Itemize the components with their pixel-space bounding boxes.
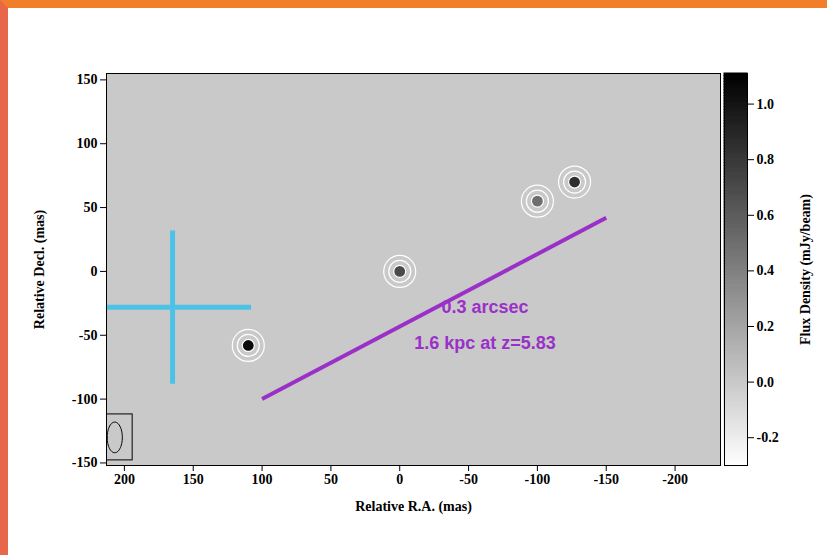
svg-text:150: 150: [183, 472, 204, 487]
svg-text:0: 0: [91, 264, 98, 279]
svg-text:-0.2: -0.2: [757, 430, 779, 445]
svg-text:Flux Density (mJy/beam): Flux Density (mJy/beam): [798, 194, 814, 345]
svg-text:-100: -100: [525, 472, 551, 487]
svg-text:-50: -50: [459, 472, 478, 487]
svg-text:-150: -150: [72, 455, 98, 470]
svg-text:0.8: 0.8: [757, 152, 775, 167]
svg-text:1.6 kpc at z=5.83: 1.6 kpc at z=5.83: [414, 333, 556, 353]
svg-text:0.2: 0.2: [757, 319, 775, 334]
svg-text:100: 100: [77, 136, 98, 151]
svg-text:-50: -50: [79, 328, 98, 343]
svg-text:1.0: 1.0: [757, 97, 775, 112]
svg-text:0.0: 0.0: [757, 375, 775, 390]
svg-text:150: 150: [77, 72, 98, 87]
svg-text:-200: -200: [662, 472, 688, 487]
svg-text:50: 50: [324, 472, 338, 487]
svg-text:50: 50: [84, 200, 98, 215]
svg-text:0: 0: [396, 472, 403, 487]
svg-text:-150: -150: [593, 472, 619, 487]
svg-text:100: 100: [252, 472, 273, 487]
svg-text:Relative R.A. (mas): Relative R.A. (mas): [355, 499, 472, 515]
svg-text:0.3 arcsec: 0.3 arcsec: [442, 297, 529, 317]
svg-text:Relative Decl. (mas): Relative Decl. (mas): [32, 209, 48, 329]
svg-text:200: 200: [114, 472, 135, 487]
svg-text:0.6: 0.6: [757, 208, 775, 223]
svg-text:-100: -100: [72, 392, 98, 407]
svg-text:0.4: 0.4: [757, 263, 775, 278]
